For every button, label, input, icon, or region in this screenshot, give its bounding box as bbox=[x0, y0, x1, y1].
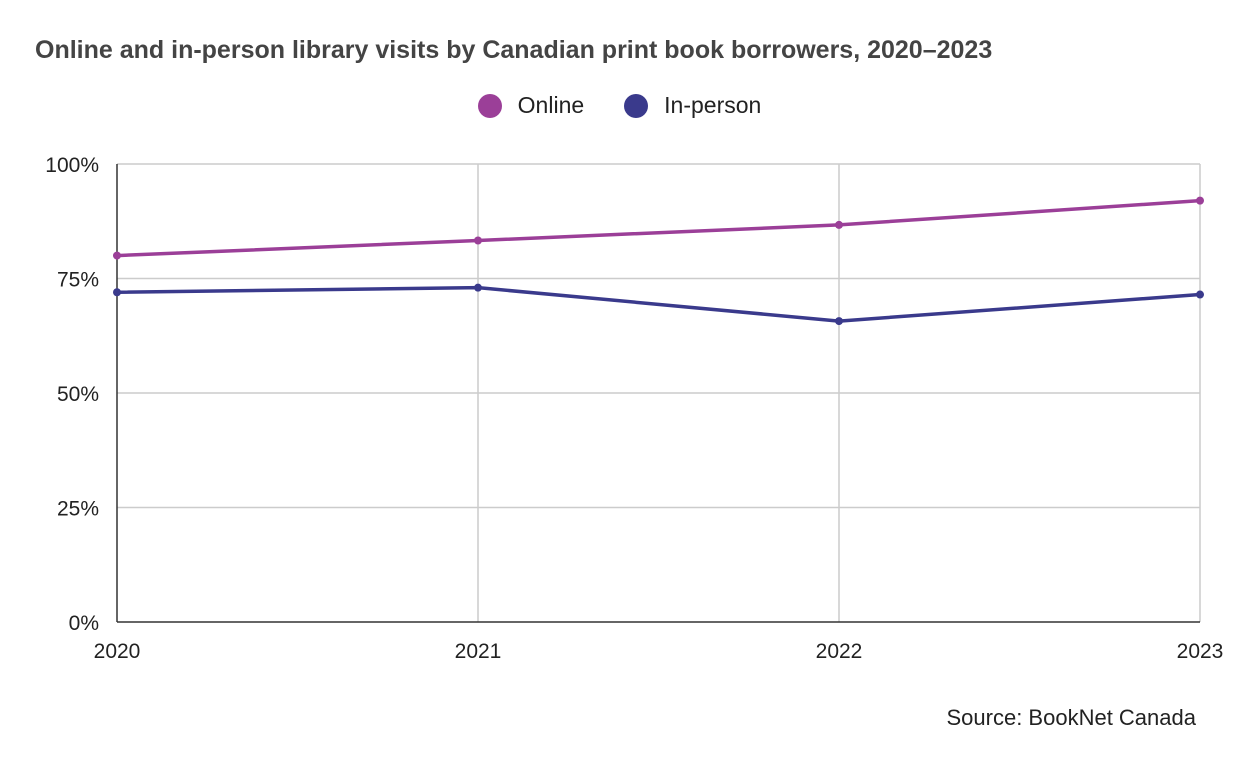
y-tick-label-25: 25% bbox=[57, 498, 99, 521]
data-point-in-person-2021[interactable] bbox=[474, 283, 482, 292]
legend-item-online[interactable]: Online bbox=[477, 92, 585, 119]
source-note: Source: BookNet Canada bbox=[946, 705, 1197, 730]
legend-marker-in-person bbox=[624, 93, 649, 118]
data-point-in-person-2023[interactable] bbox=[1196, 290, 1204, 299]
y-tick-label-100: 100% bbox=[45, 154, 99, 177]
data-point-in-person-2020[interactable] bbox=[113, 288, 121, 297]
legend-marker-online bbox=[477, 93, 502, 118]
chart-title: Online and in-person library visits by C… bbox=[35, 36, 993, 64]
series-line-in-person bbox=[115, 285, 1202, 323]
x-tick-label-2022: 2022 bbox=[816, 640, 863, 663]
data-point-in-person-2022[interactable] bbox=[835, 317, 843, 326]
data-point-online-2020[interactable] bbox=[113, 251, 121, 260]
y-tick-label-0: 0% bbox=[69, 612, 99, 635]
series-line-online bbox=[115, 198, 1202, 258]
data-point-online-2023[interactable] bbox=[1196, 196, 1204, 205]
data-point-online-2021[interactable] bbox=[474, 236, 482, 245]
x-tick-label-2020: 2020 bbox=[94, 640, 141, 663]
data-point-online-2022[interactable] bbox=[835, 220, 843, 229]
x-tick-label-2021: 2021 bbox=[455, 640, 502, 663]
x-tick-label-2023: 2023 bbox=[1177, 640, 1224, 663]
legend: Online In-person bbox=[0, 92, 1235, 119]
legend-item-in-person[interactable]: In-person bbox=[624, 92, 761, 119]
y-tick-label-75: 75% bbox=[57, 269, 99, 292]
legend-label-online: Online bbox=[517, 92, 585, 118]
y-tick-label-50: 50% bbox=[57, 383, 99, 406]
legend-label-in-person: In-person bbox=[664, 92, 762, 118]
